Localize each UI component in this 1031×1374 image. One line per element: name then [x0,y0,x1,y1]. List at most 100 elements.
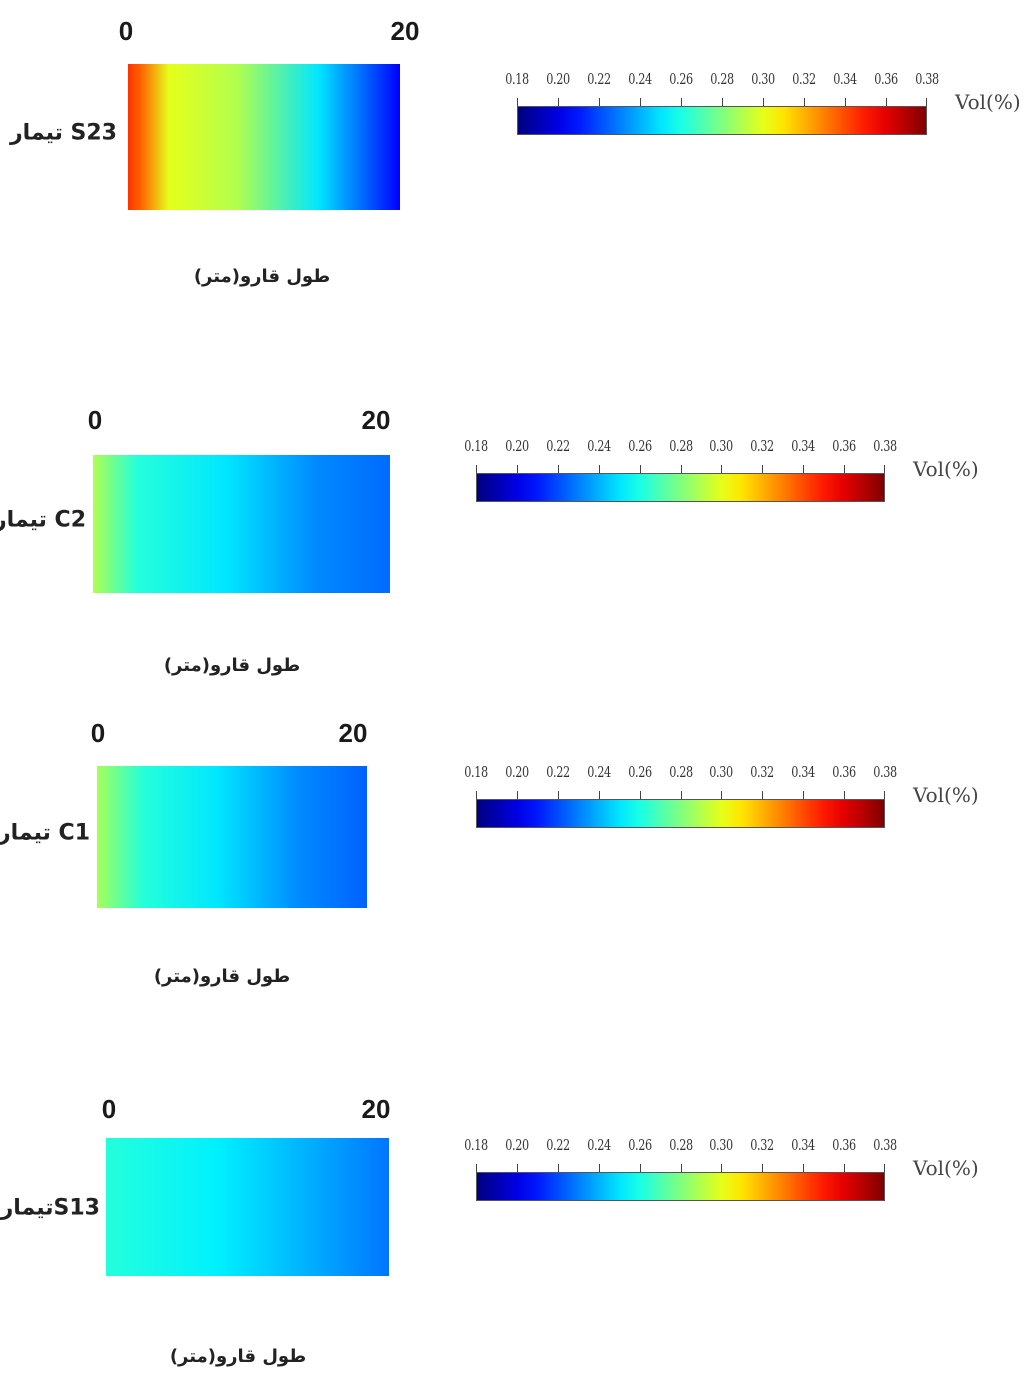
colorbar-tick-label: 0.30 [709,437,734,455]
colorbar-tick-mark [476,465,477,473]
colorbar-c1: 0.18 0.20 0.22 0.24 0.26 0.28 0.30 0.32 0.34 0.36… [464,763,897,828]
heatmap-c2 [93,455,390,593]
colorbar-tick-label: 0.18 [464,1136,488,1154]
x-tick-20: 20 [338,718,368,748]
colorbar-tick-label: 0.36 [832,437,856,455]
colorbar-tick-label: 0.30 [751,70,775,88]
colorbar-tick-mark [762,791,764,799]
colorbar-tick-mark [557,791,559,799]
colorbar-tick-mark [598,465,600,473]
colorbar-tick-mark [680,465,682,473]
colorbar-tick-label: 0.26 [627,1136,652,1154]
x-axis-label-s13: طول قارو(متر) [169,1346,307,1367]
colorbar-tick-label: 0.32 [792,70,816,88]
heatmap-s23 [128,64,400,210]
colorbar-tick-mark [803,1164,805,1172]
x-tick-0: 0 [101,1094,117,1124]
x-tick-20: 20 [390,16,420,46]
colorbar-unit-s23: Vol(%) [955,90,1021,114]
treatment-label-c1: C1 تیمار [0,820,90,846]
colorbar-tick-label: 0.26 [627,763,652,781]
colorbar-tick-label: 0.22 [587,70,611,88]
colorbar-tick-label: 0.38 [873,437,897,455]
colorbar-tick-mark [803,465,805,473]
colorbar-tick-mark [516,791,518,799]
colorbar-tick-label: 0.26 [669,70,693,88]
colorbar-tick-label: 0.30 [709,763,734,781]
colorbar-tick-mark [476,791,477,799]
colorbar-tick-label: 0.24 [628,70,652,88]
colorbar-tick-mark [804,98,805,106]
colorbar-tick-label: 0.24 [586,437,611,455]
colorbar-tick-mark [884,791,885,799]
colorbar-tick-label: 0.24 [586,1136,611,1154]
colorbar-gradient [476,799,885,828]
colorbar-unit-c2: Vol(%) [913,457,979,481]
colorbar-tick-mark [640,98,641,106]
colorbar-tick-mark [639,791,641,799]
colorbar-tick-mark [558,98,559,106]
colorbar-tick-label: 0.36 [832,1136,856,1154]
x-tick-20: 20 [361,1094,391,1124]
colorbar-tick-label: 0.36 [832,763,856,781]
x-axis-label-s23: طول قارو(متر) [193,266,331,287]
x-axis-label-c2: طول قارو(متر) [163,655,301,676]
heatmap-s13 [106,1138,389,1276]
heatmap-c1 [97,766,367,908]
colorbar-tick-label: 0.32 [750,1136,775,1154]
colorbar-tick-mark [762,1164,764,1172]
colorbar-tick-mark [844,1164,846,1172]
colorbar-tick-mark [681,98,682,106]
colorbar-tick-mark [516,1164,518,1172]
colorbar-gradient [476,473,885,502]
x-tick-20: 20 [361,405,391,435]
colorbar-tick-label: 0.30 [709,1136,734,1154]
colorbar-tick-mark [844,791,846,799]
colorbar-tick-mark [721,465,723,473]
treatment-label-c2: C2 تیمار [0,507,86,533]
colorbar-tick-label: 0.28 [710,70,734,88]
colorbar-tick-label: 0.18 [464,437,488,455]
colorbar-tick-mark [886,98,887,106]
x-tick-0: 0 [90,718,106,748]
colorbar-tick-mark [557,465,559,473]
colorbar-s13: 0.18 0.20 0.22 0.24 0.26 0.28 0.30 0.32 0.34 0.36… [464,1136,897,1202]
colorbar-tick-mark [598,791,600,799]
colorbar-tick-label: 0.26 [627,437,652,455]
colorbar-tick-label: 0.34 [791,437,815,455]
colorbar-tick-mark [721,791,723,799]
x-tick-0: 0 [87,405,103,435]
colorbar-tick-mark [517,98,518,106]
colorbar-tick-label: 0.18 [505,70,529,88]
colorbar-gradient [517,106,927,135]
colorbar-tick-label: 0.28 [668,763,693,781]
colorbar-tick-label: 0.34 [791,1136,815,1154]
colorbar-tick-label: 0.38 [873,763,897,781]
colorbar-tick-label: 0.20 [505,1136,529,1154]
colorbar-tick-mark [884,1164,885,1172]
colorbar-tick-mark [844,465,846,473]
colorbar-tick-label: 0.28 [668,437,693,455]
colorbar-tick-mark [557,1164,559,1172]
x-axis-label-c1: طول قارو(متر) [153,966,291,987]
colorbar-tick-mark [762,465,764,473]
colorbar-tick-mark [721,1164,723,1172]
colorbar-tick-label: 0.20 [546,70,570,88]
colorbar-tick-mark [680,791,682,799]
colorbar-tick-label: 0.20 [505,437,529,455]
colorbar-unit-s13: Vol(%) [913,1156,979,1180]
colorbar-tick-mark [763,98,764,106]
colorbar-tick-label: 0.38 [873,1136,897,1154]
colorbar-s23: 0.18 0.20 0.22 0.24 0.26 0.28 0.30 0.32 0.34 0.36… [505,70,939,136]
colorbar-tick-mark [639,465,641,473]
colorbar-tick-label: 0.32 [750,763,775,781]
colorbar-tick-mark [845,98,846,106]
colorbar-unit-c1: Vol(%) [913,783,979,807]
colorbar-tick-label: 0.22 [546,437,570,455]
colorbar-tick-label: 0.22 [546,1136,570,1154]
colorbar-c2: 0.18 0.20 0.22 0.24 0.26 0.28 0.30 0.32 0.34 0.36… [464,437,897,502]
colorbar-tick-label: 0.32 [750,437,775,455]
colorbar-tick-label: 0.24 [586,763,611,781]
colorbar-tick-label: 0.34 [791,763,815,781]
colorbar-tick-label: 0.22 [546,763,570,781]
